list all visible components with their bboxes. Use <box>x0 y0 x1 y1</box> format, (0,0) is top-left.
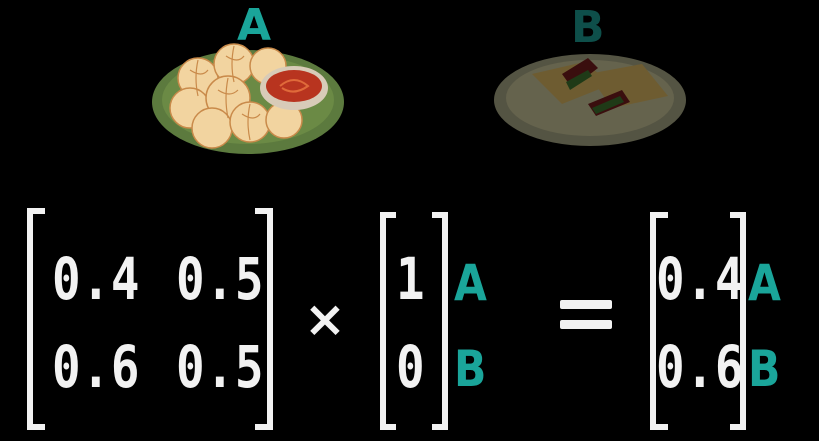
result-left-bracket <box>650 212 668 430</box>
sandwich-plate-icon <box>494 54 686 146</box>
matrix-cell: 0.6 <box>52 333 141 401</box>
vector-tag: A <box>454 254 487 312</box>
vector-tag: B <box>454 340 487 398</box>
food-a-label: A <box>237 0 272 51</box>
result-tag: B <box>748 340 781 398</box>
vector-cell: 0 <box>396 333 426 401</box>
vector-left-bracket <box>380 212 396 430</box>
matrix-cell: 0.4 <box>52 245 141 313</box>
food-b-label: B <box>571 2 605 53</box>
matrix-right-bracket <box>255 208 273 430</box>
result-cell: 0.4 <box>656 245 745 313</box>
vector-right-bracket <box>432 212 448 430</box>
equals-operator: = <box>560 300 612 330</box>
multiply-operator: × <box>304 290 346 348</box>
result-tag: A <box>748 254 781 312</box>
result-cell: 0.6 <box>656 333 745 401</box>
matrix-cell: 0.5 <box>176 245 265 313</box>
matrix-cell: 0.5 <box>176 333 265 401</box>
matrix-left-bracket <box>27 208 45 430</box>
result-right-bracket <box>730 212 746 430</box>
equals-bar-bottom <box>560 320 612 329</box>
vector-cell: 1 <box>396 245 426 313</box>
equals-bar-top <box>560 300 612 309</box>
momo-dumplings-plate-icon <box>152 43 344 154</box>
